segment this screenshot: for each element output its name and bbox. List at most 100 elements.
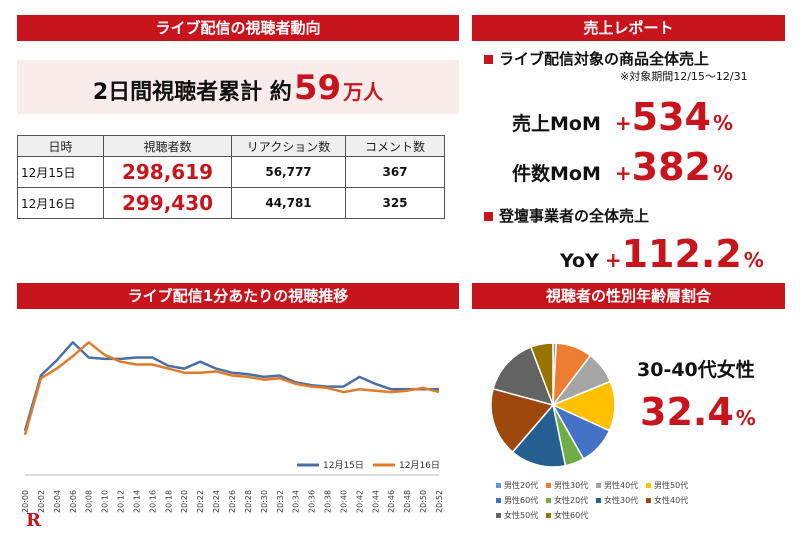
legend-label: 女性40代 (654, 496, 689, 505)
legend-item: 男性50代 (646, 480, 696, 491)
kpi-percent: % (712, 161, 734, 185)
cell-comments: 325 (345, 187, 445, 219)
x-tick-label: 20:14 (133, 490, 142, 513)
x-tick-label: 20:28 (244, 490, 253, 513)
legend-dot (546, 513, 551, 518)
x-tick-label: 20:26 (228, 490, 237, 513)
total-unit: 万人 (343, 80, 384, 104)
x-tick-label: 20:08 (85, 490, 94, 513)
pie-legend: 男性20代 男性30代 男性40代 男性50代 男性60代 女性20代 女性30代 女性40代… (496, 480, 726, 525)
x-tick-label: 20:22 (196, 490, 205, 513)
legend-dot (546, 483, 551, 488)
rakuten-logo: R (26, 510, 41, 531)
legend-dot (596, 498, 601, 503)
viewer-trend-chart: 20:00 20:02 20:04 20:06 20:08 20:10 20:12 20:14… (21, 341, 444, 513)
col-header-comments: コメント数 (345, 135, 445, 157)
legend-dot (496, 483, 501, 488)
sales-sub2-text: 登壇事業者の全体売上 (499, 207, 650, 225)
cell-viewers: 298,619 (103, 156, 232, 188)
x-tick-label: 20:30 (260, 490, 269, 513)
legend-item: 男性30代 (546, 480, 596, 491)
legend-label: 女性20代 (554, 496, 589, 505)
demo-value-number: 32.4 (640, 390, 734, 434)
kpi-label: 件数MoM (512, 163, 601, 185)
x-tick-label: 20:24 (212, 490, 221, 513)
demo-highlight-label: 30-40代女性 (637, 359, 755, 381)
legend-item: 女性30代 (596, 495, 646, 506)
legend-dot (646, 498, 651, 503)
col-header-date: 日時 (17, 135, 104, 157)
x-tick-label: 20:40 (340, 490, 349, 513)
kpi-label: YoY (560, 250, 599, 272)
cell-viewers: 299,430 (103, 187, 232, 219)
legend-label: 男性50代 (654, 481, 689, 490)
x-tick-label: 20:04 (53, 490, 62, 513)
series-line-1 (23, 341, 439, 432)
total-viewers-banner: 2日間視聴者累計 約 59 万人 (17, 60, 459, 114)
x-tick-label: 20:50 (419, 490, 428, 513)
x-tick-label: 20:16 (148, 490, 157, 513)
legend-item: 女性40代 (646, 495, 696, 506)
legend-label: 12月16日 (399, 460, 440, 471)
total-label: 2日間視聴者累計 約 (92, 80, 292, 105)
total-number: 59 (293, 68, 342, 108)
table-row: 12月15日 298,619 56,777 367 (17, 156, 445, 188)
legend-label: 女性60代 (554, 511, 589, 520)
legend-label: 12月15日 (323, 460, 364, 471)
kpi-value: 534 (631, 95, 711, 139)
x-tick-label: 20:34 (292, 490, 301, 513)
kpi-percent: % (712, 111, 734, 135)
viewer-stats-table: 日時 視聴者数 リアクション数 コメント数 12月15日 298,619 56,… (17, 135, 445, 219)
pie-slice (490, 387, 555, 454)
x-tick-label: 20:20 (180, 490, 189, 513)
demo-value-percent: % (735, 406, 756, 430)
sales-section-header: 売上レポート (472, 15, 785, 41)
cell-reactions: 44,781 (231, 187, 346, 219)
kpi-plus: + (614, 111, 632, 135)
cell-date: 12月16日 (17, 187, 104, 219)
x-tick-label: 20:00 (21, 490, 30, 513)
sales-subheading-products: ライブ配信対象の商品全体売上 (484, 48, 709, 69)
kpi-value: 382 (631, 145, 711, 189)
demographics-section-header: 視聴者の性別年齢層割合 (472, 283, 785, 309)
kpi-yoy: YoY + 112.2 % (560, 232, 764, 276)
x-tick-label: 20:32 (276, 490, 285, 513)
cell-reactions: 56,777 (231, 156, 346, 188)
series-line-2 (23, 341, 440, 436)
x-tick-label: 20:02 (37, 490, 46, 513)
cell-date: 12月15日 (17, 156, 104, 188)
legend-dot (596, 483, 601, 488)
pie-slice (492, 346, 555, 407)
legend-dot (496, 513, 501, 518)
viewers-section-header: ライブ配信の視聴者動向 (17, 15, 459, 41)
x-tick-label: 20:36 (308, 490, 317, 513)
x-tick-label: 20:44 (371, 490, 380, 513)
col-header-reactions: リアクション数 (231, 135, 346, 157)
x-tick-label: 20:10 (101, 490, 110, 513)
legend-dot (646, 483, 651, 488)
demo-highlight-value: 32.4 % (640, 390, 756, 434)
x-tick-label: 20:46 (387, 490, 396, 513)
pie-slice (511, 403, 567, 468)
period-note: ※対象期間12/15～12/31 (620, 70, 748, 83)
x-tick-label: 20:06 (69, 490, 78, 513)
legend-label: 男性40代 (604, 481, 639, 490)
cell-comments: 367 (345, 156, 445, 188)
x-tick-label: 20:52 (435, 490, 444, 513)
x-tick-label: 20:48 (403, 490, 412, 513)
kpi-plus: + (614, 161, 632, 185)
x-tick-label: 20:12 (117, 490, 126, 513)
kpi-sales-mom: 売上MoM + 534 % (512, 95, 733, 139)
x-tick-label: 20:18 (164, 490, 173, 513)
trend-section-header: ライブ配信1分あたりの視聴推移 (17, 283, 459, 309)
legend-dot (496, 498, 501, 503)
legend-dot (546, 498, 551, 503)
legend-item: 女性50代 (496, 510, 546, 521)
demographics-pie-chart (490, 342, 616, 468)
legend-item: 女性20代 (546, 495, 596, 506)
bullet-square-icon (484, 212, 493, 221)
legend-label: 男性30代 (554, 481, 589, 490)
legend-label: 女性50代 (504, 511, 539, 520)
kpi-value: 112.2 (621, 232, 742, 276)
legend-item: 男性20代 (496, 480, 546, 491)
